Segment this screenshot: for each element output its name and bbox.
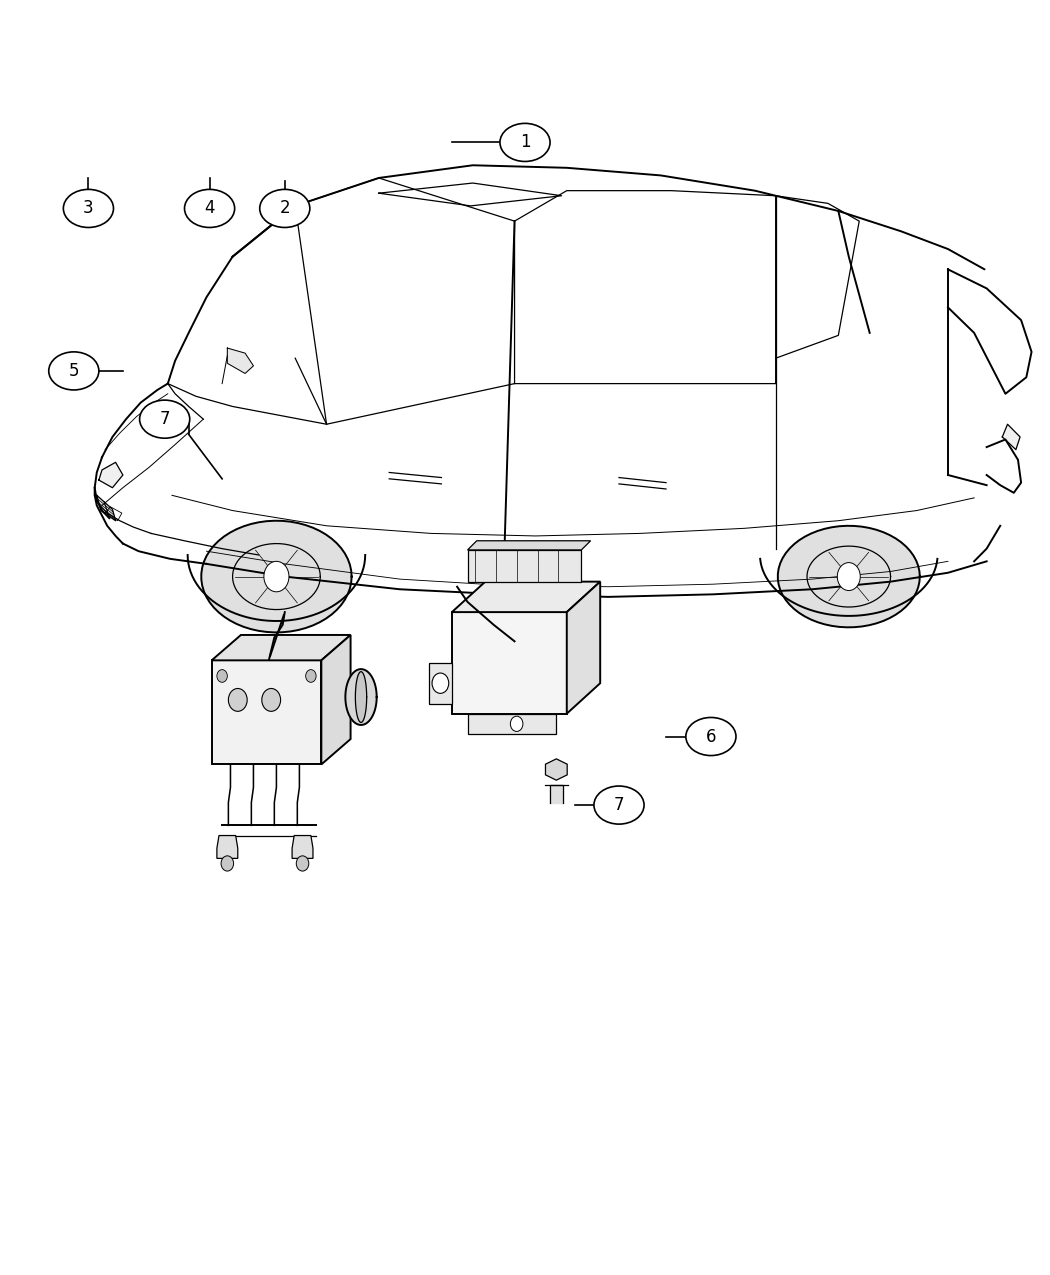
Polygon shape [550,784,563,802]
Polygon shape [97,495,116,520]
Polygon shape [778,525,920,627]
Text: 7: 7 [614,796,625,813]
Polygon shape [1003,425,1020,450]
Ellipse shape [259,190,310,227]
Polygon shape [467,541,590,550]
Circle shape [229,688,247,711]
Polygon shape [212,660,321,765]
Ellipse shape [63,190,113,227]
Ellipse shape [594,785,644,824]
Polygon shape [452,612,567,714]
Circle shape [510,717,523,732]
Circle shape [296,856,309,871]
Polygon shape [345,669,377,725]
Polygon shape [292,835,313,858]
Polygon shape [321,635,351,765]
Polygon shape [546,759,567,780]
Ellipse shape [185,190,234,227]
Polygon shape [467,550,582,581]
Ellipse shape [500,124,550,162]
Ellipse shape [686,718,736,756]
Text: 7: 7 [160,411,170,428]
Text: 3: 3 [83,199,93,218]
Polygon shape [467,714,556,734]
Text: 2: 2 [279,199,290,218]
Polygon shape [567,581,601,714]
Circle shape [261,688,280,711]
Text: 1: 1 [520,134,530,152]
Ellipse shape [48,352,99,390]
Polygon shape [452,581,601,612]
Circle shape [217,669,228,682]
Circle shape [264,561,289,592]
Text: 5: 5 [68,362,79,380]
Polygon shape [355,672,366,723]
Polygon shape [202,520,352,632]
Text: 4: 4 [205,199,215,218]
Circle shape [306,669,316,682]
Circle shape [837,562,860,590]
Polygon shape [228,348,253,374]
Ellipse shape [140,400,190,439]
Circle shape [432,673,448,694]
Polygon shape [212,635,351,660]
Polygon shape [428,663,452,704]
Polygon shape [217,835,237,858]
Polygon shape [99,463,123,488]
Circle shape [222,856,233,871]
Text: 6: 6 [706,728,716,746]
